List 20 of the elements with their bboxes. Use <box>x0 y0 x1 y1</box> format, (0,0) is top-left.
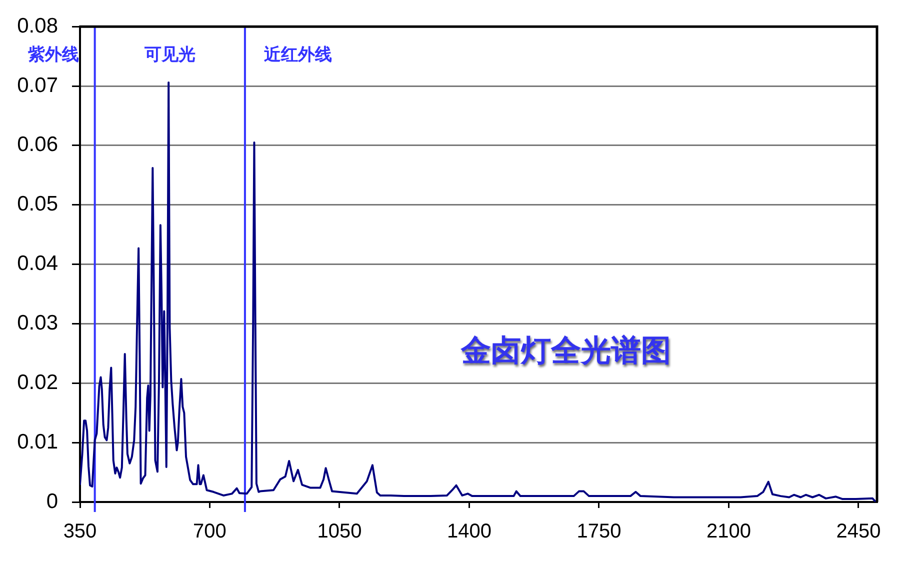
y-tick-label: 0.01 <box>17 430 58 454</box>
y-tick-label: 0.03 <box>17 312 58 335</box>
text: 金卤灯全光谱图 <box>460 334 672 369</box>
x-tick-label: 1400 <box>446 520 492 543</box>
annotation: 可见光 <box>143 45 196 66</box>
x-tick-label: 2100 <box>706 520 751 543</box>
y-tick-label: 0.05 <box>17 192 58 216</box>
text: 紫外线 <box>27 45 79 66</box>
y-tick-label: 0.07 <box>17 74 58 97</box>
x-tick-label: 1050 <box>317 520 362 543</box>
x-tick-label: 2450 <box>836 520 881 543</box>
y-tick-label: 0.06 <box>17 133 58 156</box>
y-tick-label: 0.08 <box>17 14 58 38</box>
x-tick-label: 700 <box>193 520 226 543</box>
y-tick-label: 0 <box>46 490 58 513</box>
y-tick-label: 0.04 <box>17 252 58 276</box>
x-tick-label: 350 <box>63 520 97 543</box>
y-tick-label: 0.02 <box>17 370 58 394</box>
annotation: 近红外线 <box>262 45 332 66</box>
x-tick-label: 1750 <box>576 520 622 543</box>
